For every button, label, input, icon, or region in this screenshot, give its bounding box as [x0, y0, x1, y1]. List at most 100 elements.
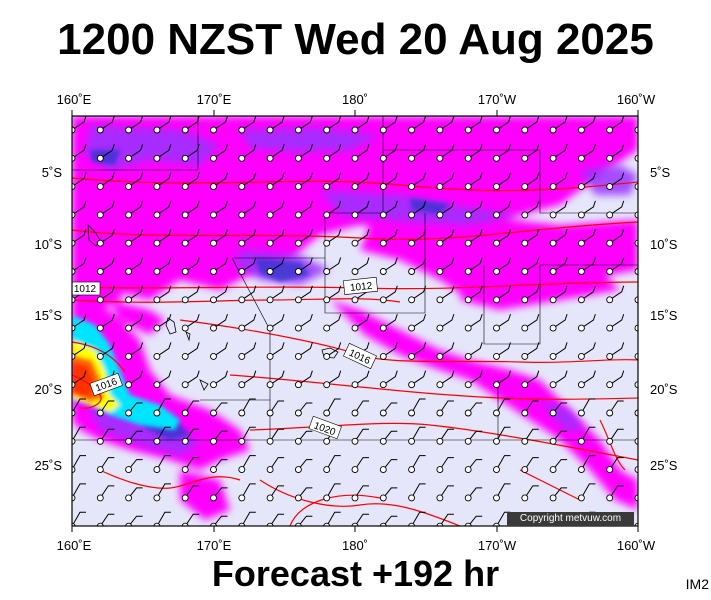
wind-barb-station — [606, 466, 614, 474]
wind-barb-station — [606, 154, 614, 162]
wind-barb-station — [294, 296, 302, 304]
wind-barb-station — [634, 183, 638, 191]
wind-barb — [467, 116, 483, 131]
wind-barb — [354, 313, 370, 329]
wind-barb-station — [493, 183, 500, 191]
wind-barb — [383, 172, 398, 188]
wind-barb-station — [634, 381, 638, 389]
top-lon-label: 160˚E — [57, 92, 92, 107]
wind-barb-station — [577, 211, 585, 219]
wind-barb — [524, 116, 540, 131]
wind-barb — [524, 457, 539, 470]
wind-barb-station — [125, 381, 133, 389]
wind-barb-station — [96, 324, 104, 332]
wind-barb-station — [464, 466, 472, 474]
wind-barb-station — [351, 466, 359, 474]
wind-barb — [156, 370, 172, 386]
wind-barb-station — [521, 296, 529, 304]
right-lat-label: 25˚S — [650, 458, 678, 473]
wind-barb — [298, 402, 313, 414]
wind-barb-station — [436, 154, 444, 162]
wind-barb — [439, 313, 455, 329]
wind-barb — [467, 342, 483, 357]
wind-barb — [552, 430, 568, 442]
wind-barb-station — [464, 437, 472, 445]
left-lat-label: 5˚S — [42, 165, 63, 180]
wind-barb-station — [294, 352, 302, 360]
wind-barb — [213, 342, 228, 357]
wind-barb-station — [493, 324, 500, 332]
bottom-lon-label: 160˚W — [617, 538, 656, 553]
right-lat-label: 20˚S — [650, 382, 678, 397]
wind-barb-station — [379, 183, 387, 191]
wind-barb — [524, 172, 540, 188]
wind-barb-station — [634, 522, 638, 526]
wind-barb — [72, 257, 87, 272]
wind-barb-station — [238, 437, 246, 445]
wind-barb-station — [379, 352, 387, 360]
wind-barb — [269, 313, 285, 329]
wind-barb-station — [96, 352, 104, 360]
wind-barb — [637, 299, 638, 300]
wind-barb-station — [125, 522, 133, 526]
wind-barb-station — [238, 494, 246, 502]
wind-barb-station — [181, 437, 189, 445]
wind-barb — [439, 457, 454, 470]
wind-barb — [184, 342, 200, 357]
wind-barb-station — [153, 211, 161, 219]
wind-barb — [637, 129, 638, 130]
wind-barb — [354, 200, 370, 216]
wind-barb — [609, 342, 625, 357]
wind-barb — [298, 313, 313, 329]
wind-barb-station — [96, 183, 104, 191]
wind-barb — [467, 229, 483, 244]
wind-barb-station — [153, 239, 161, 247]
wind-barb-station — [351, 409, 359, 417]
wind-barb-station — [493, 466, 500, 474]
wind-barb-station — [351, 437, 359, 445]
wind-barb-station — [606, 381, 614, 389]
wind-barb-station — [125, 409, 133, 417]
wind-barb — [241, 511, 256, 526]
wind-barb — [298, 487, 313, 499]
wind-barb — [298, 229, 313, 244]
wind-barb — [580, 483, 596, 499]
wind-barb — [552, 459, 568, 470]
wind-barb-station — [96, 494, 104, 502]
wind-barb-station — [549, 183, 557, 191]
wind-barb-station — [96, 126, 104, 134]
wind-barb-station — [323, 381, 331, 389]
axis-ticks — [71, 110, 639, 532]
wind-barb-station — [549, 296, 557, 304]
wind-barb-station — [379, 211, 387, 219]
wind-barb-station — [266, 352, 274, 360]
wind-barb-station — [634, 296, 638, 304]
wind-barb-station — [408, 211, 416, 219]
wind-barb — [467, 172, 483, 188]
wind-barb — [524, 400, 539, 414]
wind-barb — [439, 400, 454, 414]
wind-barb — [128, 200, 144, 216]
wind-barb — [637, 412, 638, 413]
wind-barb-station — [464, 211, 472, 219]
wind-barb — [326, 229, 342, 244]
wind-barb — [269, 172, 285, 188]
wind-barb-station — [210, 522, 217, 526]
wind-barb — [354, 144, 370, 159]
wind-barb — [496, 342, 511, 357]
map-title: 1200 NZST Wed 20 Aug 2025 — [57, 15, 654, 64]
wind-barb-station — [549, 409, 557, 417]
wind-barb-station — [153, 126, 161, 134]
wind-barb-station — [210, 494, 217, 502]
wind-barb — [411, 285, 427, 301]
wind-barb — [156, 257, 172, 272]
bottom-lon-label: 180˚ — [342, 538, 368, 553]
wind-barb — [496, 144, 511, 159]
wind-barb — [552, 402, 568, 414]
wind-barb-station — [408, 239, 416, 247]
wind-barb — [128, 257, 144, 272]
left-latitude-labels: 5˚S 10˚S 15˚S 20˚S 25˚S — [35, 165, 63, 473]
wind-barb — [439, 116, 455, 131]
wind-barb-station — [96, 522, 104, 526]
wind-barb-station — [577, 126, 585, 134]
